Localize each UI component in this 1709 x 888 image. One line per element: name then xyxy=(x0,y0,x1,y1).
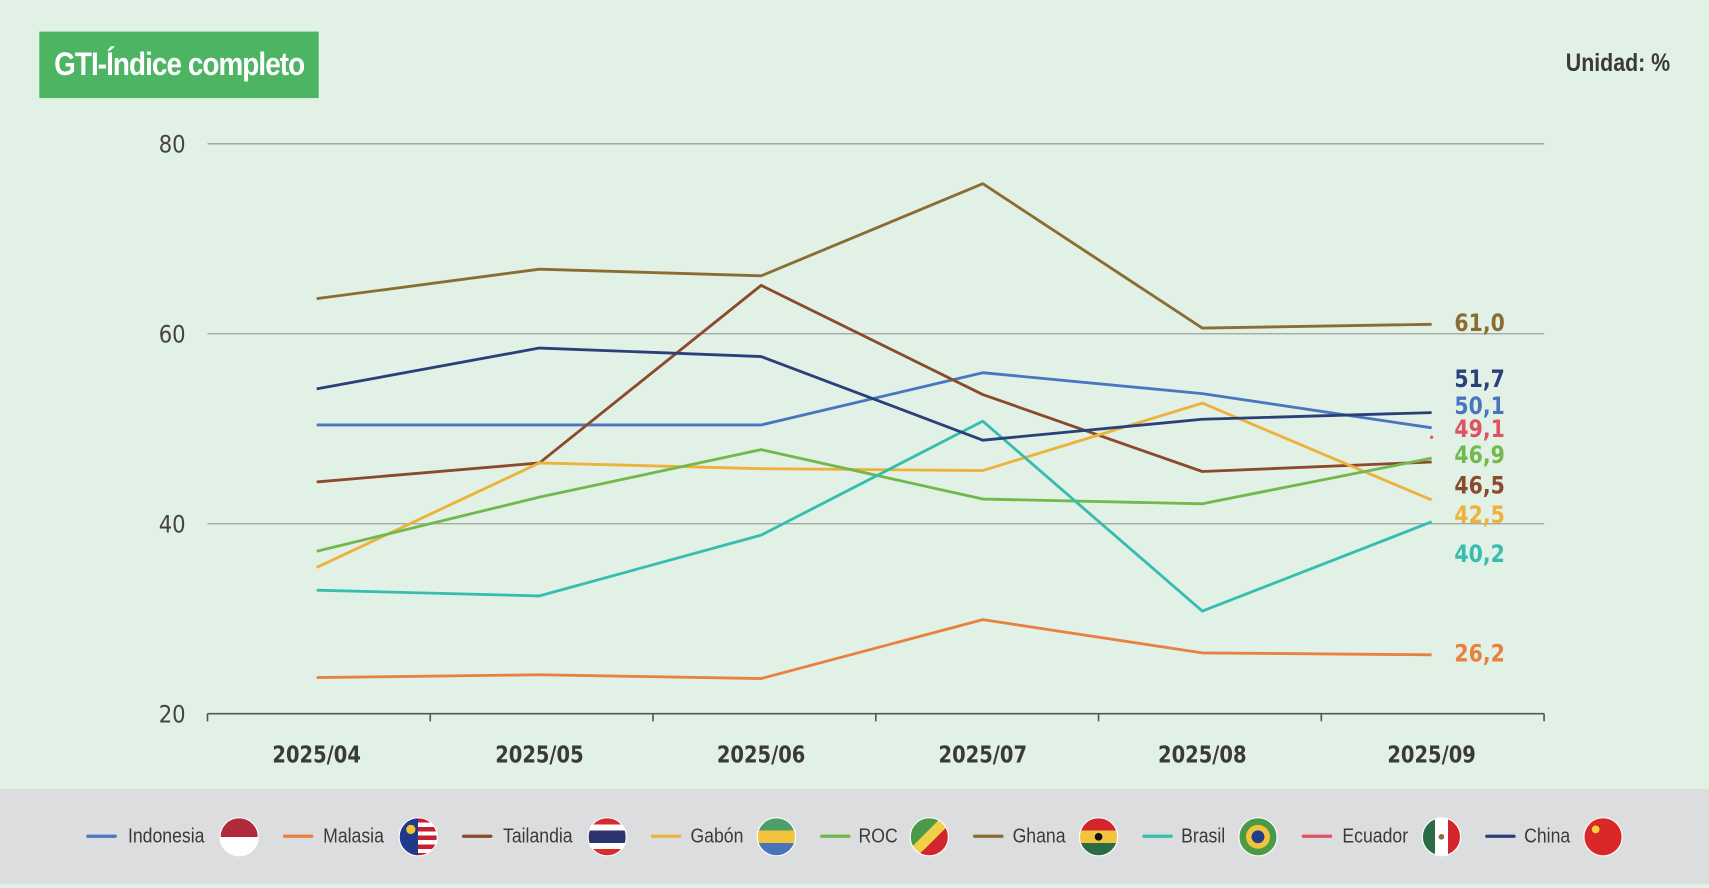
legend-item-malasia: Malasia xyxy=(283,816,438,856)
series-line-malasia xyxy=(316,618,1432,680)
legend-label: China xyxy=(1524,824,1571,848)
china-flag-icon xyxy=(1583,816,1623,856)
unit-label: Unidad: % xyxy=(1565,47,1670,77)
legend: Indonesia Malasia Tailandia Gabón ROC Ghana Br… xyxy=(0,788,1709,884)
end-value-label: 51,7 xyxy=(1454,365,1504,393)
legend-swatch xyxy=(1485,834,1517,838)
brazil-flag-icon xyxy=(1237,816,1278,856)
legend-label: ROC xyxy=(858,824,898,848)
legend-swatch xyxy=(283,834,314,838)
congo-flag-icon xyxy=(909,816,950,856)
legend-item-ecuador: Ecuador xyxy=(1301,816,1462,856)
x-tick-label: 2025/09 xyxy=(1387,742,1475,769)
x-tick-label: 2025/07 xyxy=(939,742,1027,769)
end-value-label: 46,9 xyxy=(1454,442,1504,470)
legend-swatch xyxy=(973,834,1004,838)
series-line-brasil xyxy=(316,419,1433,613)
ghana-flag-icon xyxy=(1079,816,1119,856)
gabon-flag-icon xyxy=(756,816,796,856)
legend-label: Tailandia xyxy=(502,824,573,848)
y-tick-label: 40 xyxy=(159,511,186,539)
end-value-label: 40,2 xyxy=(1454,541,1504,569)
legend-item-gabón: Gabón xyxy=(650,816,796,856)
mexico-flag-icon xyxy=(1422,816,1462,856)
y-tick-label: 20 xyxy=(159,701,186,729)
series-line-gabón xyxy=(316,401,1433,569)
legend-swatch xyxy=(1301,834,1332,838)
legend-label: Indonesia xyxy=(127,824,205,848)
series-line-ghana xyxy=(316,182,1432,330)
legend-swatch xyxy=(86,834,117,838)
y-tick-label: 80 xyxy=(159,131,186,159)
series-line-china xyxy=(316,346,1432,442)
end-value-label: 46,5 xyxy=(1454,472,1504,500)
end-value-label: 50,1 xyxy=(1454,393,1504,421)
end-value-label: 26,2 xyxy=(1454,640,1504,668)
end-value-label: 42,5 xyxy=(1454,501,1504,529)
chart-title: GTI-Índice completo xyxy=(39,31,320,99)
legend-item-ghana: Ghana xyxy=(973,816,1119,856)
legend-label: Brasil xyxy=(1181,824,1226,848)
legend-label: Ecuador xyxy=(1342,824,1408,848)
legend-item-roc: ROC xyxy=(819,816,950,856)
x-tick-label: 2025/04 xyxy=(272,742,360,769)
legend-swatch xyxy=(650,834,682,838)
end-value-label: 61,0 xyxy=(1454,310,1504,338)
line-chart: 20 40 60 80 2025/04 2025/05 2025/06 2025/07 2025… xyxy=(159,131,1545,769)
legend-swatch xyxy=(461,834,493,838)
legend-label: Gabón xyxy=(690,824,744,848)
series-line-tailandia xyxy=(316,283,1432,484)
thailand-flag-icon xyxy=(587,816,627,856)
legend-label: Malasia xyxy=(323,824,385,848)
data-point xyxy=(1429,435,1434,439)
legend-item-indonesia: Indonesia xyxy=(86,816,260,856)
series-line-roc xyxy=(316,448,1432,553)
legend-item-brasil: Brasil xyxy=(1142,816,1278,856)
legend-swatch xyxy=(1142,834,1173,838)
x-tick-label: 2025/08 xyxy=(1158,742,1246,769)
malaysia-flag-icon xyxy=(398,816,438,856)
legend-item-tailandia: Tailandia xyxy=(461,816,627,856)
legend-label: Ghana xyxy=(1012,824,1066,848)
x-tick-label: 2025/06 xyxy=(717,742,805,769)
legend-swatch xyxy=(819,834,851,838)
legend-item-china: China xyxy=(1485,816,1623,856)
x-tick-label: 2025/05 xyxy=(495,742,583,769)
indonesia-flag-icon xyxy=(219,816,260,856)
end-value-label: 49,1 xyxy=(1454,415,1504,443)
y-tick-label: 60 xyxy=(159,321,186,349)
